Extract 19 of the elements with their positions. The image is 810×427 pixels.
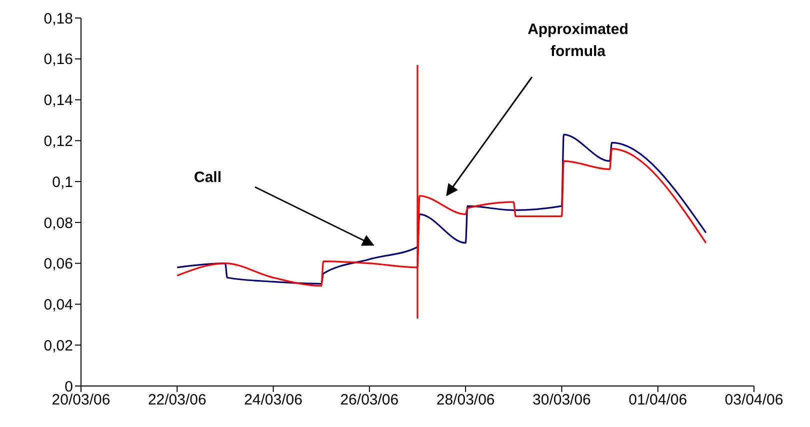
y-tick-label: 0,1 [52,174,73,191]
x-tick-label: 30/03/06 [532,392,591,409]
annotation: Approximated formula [528,21,628,60]
x-tick-label: 03/04/06 [724,392,784,409]
y-tick-label: 0,02 [44,337,73,354]
annotation: Call [194,169,222,186]
y-tick-label: 0,06 [44,256,73,273]
x-tick-label: 26/03/06 [340,392,399,409]
x-tick-label: 20/03/06 [52,392,110,409]
x-tick-label: 28/03/06 [436,392,495,409]
x-tick-label: 01/04/06 [628,392,688,409]
y-tick-label: 0,08 [44,214,73,232]
y-tick-label: 0,12 [44,132,73,150]
y-tick-label: 0,16 [44,51,73,68]
x-tick-label: 24/03/06 [244,392,302,409]
y-tick-label: 0,18 [44,10,73,28]
x-tick-label: 22/03/06 [148,392,206,409]
y-tick-label: 0,14 [44,92,73,110]
y-tick-label: 0,04 [44,296,73,314]
